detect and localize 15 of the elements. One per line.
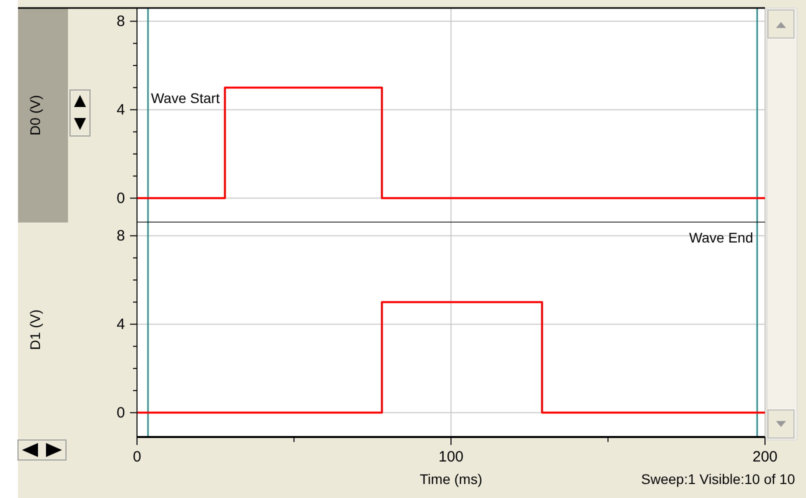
y-tick-label: 4 — [116, 316, 125, 334]
x-axis-title: Time (ms) — [420, 471, 482, 487]
x-tick-label: 100 — [438, 448, 464, 466]
text: Sweep:1 Visible:10 of 10 — [641, 471, 796, 487]
y-tick-label: 0 — [116, 190, 125, 207]
x-tick-label: 200 — [752, 448, 778, 466]
y-tick-label: 4 — [116, 102, 125, 119]
x-tick-label: 0 — [132, 448, 142, 466]
y-axis-title: D0 (V) — [27, 95, 43, 136]
y-tick-label: 0 — [116, 404, 125, 422]
y-axis-title: D1 (V) — [27, 310, 43, 350]
ref-line-label: Wave Start — [150, 90, 220, 106]
y-tick-label: 8 — [116, 13, 125, 30]
ref-line-label: Wave End — [689, 230, 754, 246]
y-tick-label: 8 — [116, 228, 125, 245]
